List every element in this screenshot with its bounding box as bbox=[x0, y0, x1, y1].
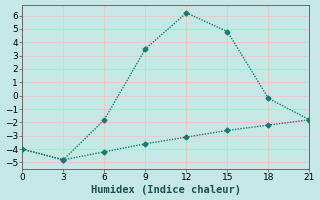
X-axis label: Humidex (Indice chaleur): Humidex (Indice chaleur) bbox=[91, 185, 241, 195]
